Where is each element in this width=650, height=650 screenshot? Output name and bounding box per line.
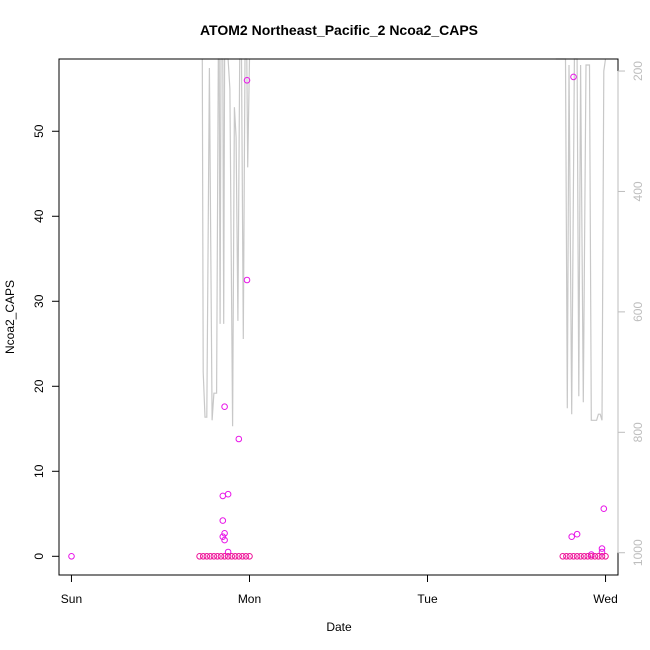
data-point (221, 536, 228, 544)
data-point (221, 553, 228, 560)
data-point (568, 533, 576, 541)
data-point (598, 545, 606, 552)
data-point (231, 553, 239, 560)
x-axis: Sun Mon Tue Wed (61, 574, 618, 606)
data-point (68, 553, 75, 560)
data-point (221, 530, 228, 537)
right-tick-label: 600 (631, 302, 645, 322)
data-point (210, 553, 218, 560)
y-axis-label: Ncoa2_CAPS (3, 280, 17, 354)
points-layer (68, 73, 609, 560)
depth-series-line (555, 58, 607, 421)
data-point (559, 553, 567, 560)
data-point (203, 553, 211, 560)
data-point (580, 553, 588, 560)
data-point (563, 553, 570, 560)
y-tick-label: 20 (32, 379, 46, 393)
right-tick-label: 800 (631, 422, 645, 442)
data-point (600, 505, 608, 513)
depth-line-layer (201, 58, 607, 427)
data-point (243, 77, 251, 84)
data-point (246, 553, 253, 560)
right-tick-label: 1000 (631, 539, 645, 566)
y-axis: 0 10 20 30 40 50 (32, 124, 60, 560)
data-point (584, 553, 592, 560)
data-point (219, 533, 227, 541)
data-point (207, 553, 214, 560)
data-point (199, 553, 207, 560)
data-point (573, 530, 581, 538)
y-tick-label: 30 (32, 294, 46, 308)
data-point (235, 553, 243, 560)
x-tick-label: Wed (593, 592, 617, 606)
x-tick-label: Mon (238, 592, 261, 606)
data-point (219, 492, 227, 500)
data-point (588, 553, 595, 560)
data-point (566, 553, 574, 560)
right-tick-label: 400 (631, 181, 645, 201)
right-tick-label: 200 (631, 61, 645, 81)
data-point (598, 553, 606, 560)
data-point (224, 553, 232, 560)
data-point (224, 548, 232, 556)
x-axis-label: Date (326, 620, 352, 634)
data-point (235, 435, 243, 443)
data-point (228, 553, 235, 560)
data-point (196, 553, 203, 560)
data-point (573, 553, 581, 560)
data-point (219, 517, 227, 524)
data-point (595, 553, 602, 560)
x-tick-label: Sun (61, 592, 82, 606)
data-point (570, 73, 577, 81)
data-point (570, 553, 577, 560)
y-tick-label: 0 (32, 553, 46, 560)
data-point (243, 276, 251, 284)
data-point (221, 403, 228, 411)
depth-series-line (201, 58, 251, 427)
y-tick-label: 10 (32, 464, 46, 478)
data-point (591, 553, 599, 560)
data-point (242, 553, 250, 560)
chart-title: ATOM2 Northeast_Pacific_2 Ncoa2_CAPS (200, 22, 478, 38)
y-tick-label: 40 (32, 209, 46, 223)
right-depth-axis: 200 400 600 800 1000 (617, 61, 645, 566)
y-tick-label: 50 (32, 124, 46, 138)
data-point (602, 553, 609, 560)
data-point (598, 548, 606, 556)
x-tick-label: Tue (417, 592, 438, 606)
data-point (217, 553, 225, 560)
data-point (214, 553, 221, 560)
data-point (577, 553, 584, 560)
data-point (239, 553, 246, 560)
